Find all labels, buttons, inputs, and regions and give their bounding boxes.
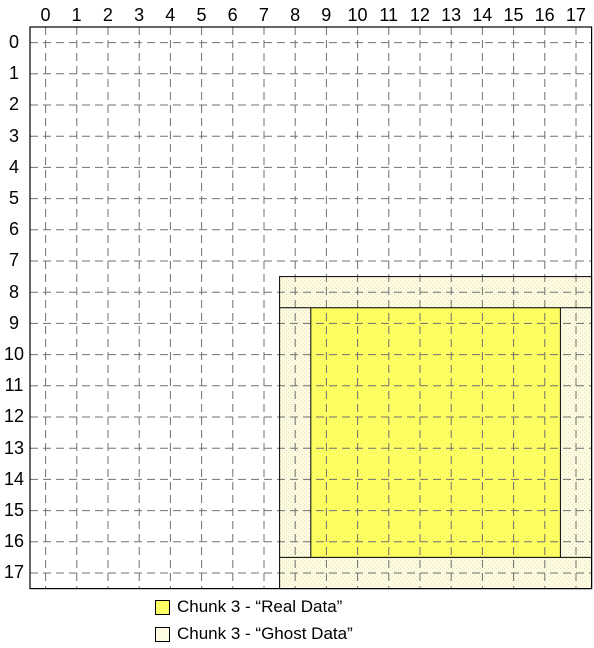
column-label: 2 <box>102 5 113 25</box>
column-label: 12 <box>409 5 430 25</box>
column-label: 8 <box>290 5 301 25</box>
row-label: 0 <box>8 32 19 52</box>
row-label: 15 <box>3 500 25 520</box>
column-label: 15 <box>503 5 524 25</box>
row-label: 14 <box>3 468 25 489</box>
row-label: 1 <box>8 63 19 84</box>
real-data-swatch <box>155 599 170 615</box>
column-label: 13 <box>441 5 462 25</box>
row-label: 17 <box>3 562 25 583</box>
row-label: 9 <box>8 312 19 333</box>
ghost-data-swatch <box>155 626 170 642</box>
row-label: 10 <box>3 344 25 364</box>
row-label: 8 <box>8 281 19 302</box>
row-label: 7 <box>8 250 19 271</box>
column-label: 16 <box>534 5 555 25</box>
column-label: 6 <box>227 5 238 25</box>
legend-label-ghost-data: Chunk 3 - “Ghost Data” <box>177 624 353 643</box>
row-label: 3 <box>8 125 19 146</box>
column-label: 17 <box>565 5 586 25</box>
legend-label-real-data: Chunk 3 - “Real Data” <box>177 597 343 616</box>
real-data-region <box>310 307 561 558</box>
row-label: 2 <box>8 94 19 115</box>
column-label: 11 <box>379 5 399 25</box>
column-label: 1 <box>71 5 82 25</box>
column-label: 0 <box>40 5 51 25</box>
column-label: 3 <box>134 5 145 25</box>
column-label: 5 <box>196 5 207 25</box>
row-label: 13 <box>3 437 25 458</box>
column-label: 7 <box>258 5 269 25</box>
column-label: 14 <box>472 5 493 25</box>
legend-item-ghost-data: Chunk 3 - “Ghost Data” <box>155 624 353 644</box>
row-label: 12 <box>3 406 25 427</box>
row-label: 6 <box>8 219 19 240</box>
column-label: 4 <box>165 5 176 25</box>
row-label: 16 <box>3 531 25 552</box>
legend-item-real-data: Chunk 3 - “Real Data” <box>155 597 342 617</box>
column-label: 10 <box>347 5 368 25</box>
column-label: 9 <box>321 5 332 25</box>
row-label: 4 <box>8 156 19 177</box>
row-label: 11 <box>4 375 24 396</box>
grid-outer-border <box>29 26 593 590</box>
row-label: 5 <box>8 188 19 208</box>
